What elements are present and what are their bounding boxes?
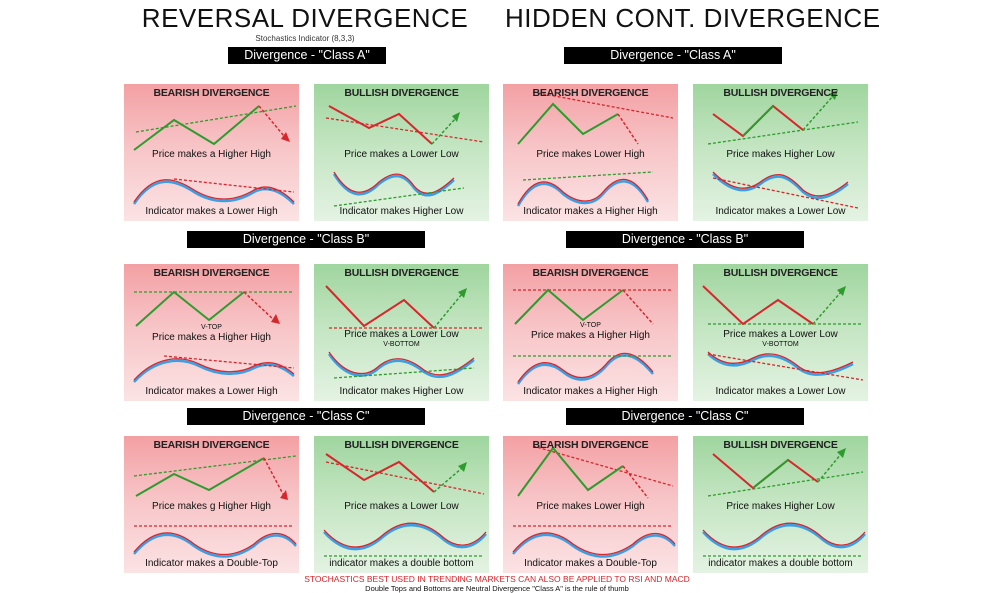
price-label: Price makes a Higher High	[531, 330, 650, 341]
price-label: Price makes Lower High	[536, 501, 645, 512]
panel-reversal-b-bearish: BEARISH DIVERGENCE V-TOP Price makes a H…	[124, 264, 299, 401]
right-heading: HIDDEN CONT. DIVERGENCE	[505, 3, 881, 33]
price-label: Price makes a Lower Low	[344, 501, 459, 512]
indicator-label: Indicator makes a Lower High	[145, 206, 278, 217]
panel-title: BULLISH DIVERGENCE	[344, 267, 459, 279]
price-label: Price makes a Higher High	[152, 332, 271, 343]
price-label: Price makes Higher Low	[726, 501, 835, 512]
left-heading: REVERSAL DIVERGENCE	[141, 3, 469, 33]
panel-diagram	[707, 90, 859, 209]
bar-right-class-c: Divergence - "Class C"	[566, 408, 804, 425]
panel-title: BEARISH DIVERGENCE	[153, 267, 270, 279]
panel-title: BEARISH DIVERGENCE	[532, 439, 649, 451]
panel-title: BULLISH DIVERGENCE	[723, 267, 838, 279]
indicator-label: Indicator makes a Lower High	[145, 386, 278, 397]
panel-diagram	[702, 285, 864, 381]
panel-hidden-a-bearish: BEARISH DIVERGENCE Price makes Lower Hig…	[503, 84, 678, 221]
panel-hidden-b-bullish: BULLISH DIVERGENCE Price makes a Lower L…	[693, 264, 868, 401]
panel-title: BEARISH DIVERGENCE	[153, 87, 270, 99]
price-label: Price makes a Lower Low	[344, 329, 459, 340]
footer-note-red: STOCHASTICS BEST USED IN TRENDING MARKET…	[304, 574, 690, 584]
panel-reversal-a-bullish: BULLISH DIVERGENCE Price makes a Lower L…	[314, 84, 489, 221]
panel-hidden-b-bearish: BEARISH DIVERGENCE V-TOP Price makes a H…	[503, 264, 678, 401]
panel-title: BEARISH DIVERGENCE	[153, 439, 270, 451]
panel-title: BULLISH DIVERGENCE	[344, 439, 459, 451]
price-label: Price makes a Higher High	[152, 149, 271, 160]
panel-reversal-c-bullish: BULLISH DIVERGENCE Price makes a Lower L…	[314, 436, 489, 573]
indicator-label: indicator makes a double bottom	[329, 558, 474, 569]
price-label: Price makes a Lower Low	[344, 149, 459, 160]
panel-diagram	[513, 288, 673, 385]
indicator-label: Indicator makes a Double-Top	[145, 558, 278, 569]
panel-reversal-c-bearish: BEARISH DIVERGENCE Price makes g Higher …	[124, 436, 299, 573]
panel-diagram	[132, 105, 297, 205]
left-subheading: Stochastics Indicator (8,3,3)	[255, 34, 355, 43]
panel-hidden-c-bearish: BEARISH DIVERGENCE Price makes Lower Hig…	[503, 436, 678, 573]
v-tag: V-BOTTOM	[762, 341, 799, 348]
indicator-label: indicator makes a double bottom	[708, 558, 853, 569]
indicator-label: Indicator makes a Double-Top	[524, 558, 657, 569]
panel-diagram	[133, 455, 297, 558]
panel-reversal-b-bullish: BULLISH DIVERGENCE Price makes a Lower L…	[314, 264, 489, 401]
indicator-label: Indicator makes Higher Low	[339, 386, 464, 397]
panel-diagram	[325, 285, 484, 379]
bar-left-class-b: Divergence - "Class B"	[187, 231, 425, 248]
v-tag: V-TOP	[201, 324, 222, 331]
panel-title: BEARISH DIVERGENCE	[532, 267, 649, 279]
bar-left-class-a: Divergence - "Class A"	[228, 47, 386, 64]
bar-right-class-b: Divergence - "Class B"	[566, 231, 804, 248]
indicator-label: Indicator makes a Lower Low	[715, 206, 846, 217]
panel-title: BULLISH DIVERGENCE	[723, 439, 838, 451]
panel-diagram	[133, 290, 295, 383]
panel-hidden-a-bullish: BULLISH DIVERGENCE Price makes Higher Lo…	[693, 84, 868, 221]
v-tag: V-BOTTOM	[383, 341, 420, 348]
panel-diagram	[702, 448, 866, 557]
panel-title: BULLISH DIVERGENCE	[723, 87, 838, 99]
panel-diagram	[512, 445, 676, 558]
indicator-label: Indicator makes Higher Low	[339, 206, 464, 217]
v-tag: V-TOP	[580, 322, 601, 329]
panel-hidden-c-bullish: BULLISH DIVERGENCE Price makes Higher Lo…	[693, 436, 868, 573]
panel-diagram	[325, 105, 485, 207]
panel-reversal-a-bearish: BEARISH DIVERGENCE Price makes a Higher …	[124, 84, 299, 221]
price-label: Price makes Higher Low	[726, 149, 835, 160]
indicator-label: Indicator makes a Higher High	[523, 206, 658, 217]
indicator-label: Indicator makes a Higher High	[523, 386, 658, 397]
bar-right-class-a: Divergence - "Class A"	[564, 47, 782, 64]
price-label: Price makes g Higher High	[152, 501, 271, 512]
price-label: Price makes Lower High	[536, 149, 645, 160]
panel-title: BEARISH DIVERGENCE	[532, 87, 649, 99]
panel-diagram	[323, 453, 487, 557]
panel-diagram	[516, 91, 674, 207]
panel-title: BULLISH DIVERGENCE	[344, 87, 459, 99]
indicator-label: Indicator makes a Lower Low	[715, 386, 846, 397]
bar-left-class-c: Divergence - "Class C"	[187, 408, 425, 425]
footer-note: Double Tops and Bottoms are Neutral Dive…	[365, 584, 629, 593]
price-label: Price makes a Lower Low	[723, 329, 838, 340]
